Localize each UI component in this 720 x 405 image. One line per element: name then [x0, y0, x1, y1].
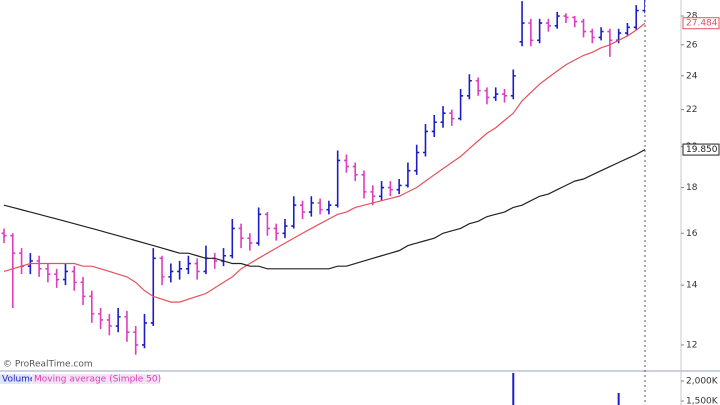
ohlc-bar	[352, 162, 358, 182]
moving-average	[3, 149, 645, 270]
ohlc-bar	[256, 207, 262, 246]
ohlc-bar	[124, 310, 130, 342]
ohlc-bar	[62, 263, 68, 286]
last-value-label: 27.484	[686, 19, 718, 29]
ohlc-bar	[264, 212, 270, 236]
ohlc-bar	[405, 162, 411, 188]
ohlc-bar	[589, 28, 595, 44]
volume-label: Volume	[2, 375, 36, 385]
ohlc-bar	[150, 248, 156, 327]
ohlc-bar	[414, 144, 420, 175]
ohlc-bar	[291, 196, 297, 229]
ohlc-bar	[343, 154, 349, 173]
ohlc-bar	[273, 223, 279, 241]
ohlc-bar	[98, 307, 104, 330]
ohlc-bar	[554, 11, 560, 29]
ohlc-bar	[537, 18, 543, 44]
ohlc-bar	[545, 18, 551, 32]
ohlc-bar	[133, 326, 139, 355]
ohlc-bar	[80, 276, 86, 306]
ma-label-box	[32, 374, 160, 384]
ohlc-bar	[642, 0, 645, 14]
ohlc-bar	[71, 266, 77, 291]
ohlc-bar	[89, 290, 95, 323]
ohlc-bar	[326, 200, 332, 215]
y-tick-label: 22	[686, 105, 697, 115]
ohlc-bar	[510, 69, 516, 100]
ohlc-bar	[422, 124, 428, 157]
ohlc-bar	[475, 77, 481, 96]
ohlc-bar	[247, 233, 253, 251]
ohlc-bar	[502, 89, 508, 103]
ohlc-bar	[440, 106, 446, 128]
ohlc-bar	[624, 23, 630, 36]
ohlc-bar	[581, 18, 587, 38]
ohlc-bar	[387, 181, 393, 197]
ohlc-bar	[396, 179, 402, 195]
moving-average	[3, 22, 645, 303]
ohlc-bar	[335, 150, 341, 208]
last-value-box	[682, 143, 720, 156]
ohlc-bar	[598, 27, 604, 41]
volume-bar	[617, 393, 620, 405]
ohlc-bar	[45, 263, 51, 283]
y-tick-label: 14	[686, 281, 698, 291]
volume-pane	[512, 373, 620, 405]
ohlc-bar	[115, 307, 121, 333]
last-value-label: 19.850	[686, 145, 718, 155]
price-pane	[1, 0, 645, 355]
last-value-box	[682, 17, 720, 30]
watermark: © ProRealTime.com	[3, 360, 93, 370]
y-tick-label: 12	[686, 340, 697, 350]
ohlc-bar	[528, 18, 534, 47]
volume-tick-label: 1,500K	[686, 397, 719, 405]
volume-ma-label: Moving average (Simple 50)	[34, 375, 161, 385]
ohlc-bar	[1, 228, 7, 244]
ohlc-bar	[168, 263, 174, 283]
y-tick-label: 18	[686, 183, 698, 193]
ohlc-bar	[431, 114, 437, 138]
ohlc-bar	[229, 218, 235, 259]
ohlc-bar	[633, 5, 639, 31]
ohlc-bar	[308, 196, 314, 217]
ohlc-bar	[177, 260, 183, 280]
ohlc-bar	[106, 313, 112, 336]
ohlc-bar	[141, 313, 147, 349]
ohlc-bar	[484, 87, 490, 105]
ohlc-bar	[493, 87, 499, 101]
volume-bar	[512, 373, 515, 405]
ohlc-bar	[194, 258, 200, 280]
ohlc-bar	[607, 28, 613, 57]
ohlc-bar	[361, 170, 367, 199]
ohlc-bar	[159, 255, 165, 286]
y-tick-label: 24	[686, 71, 698, 81]
ohlc-bar	[449, 109, 455, 126]
ohlc-bar	[54, 268, 60, 288]
ohlc-bar	[300, 200, 306, 219]
ohlc-bar	[185, 255, 191, 275]
ohlc-bar	[379, 181, 385, 201]
y-tick-label: 28	[686, 12, 698, 22]
ohlc-bar	[317, 198, 323, 215]
y-tick-label: 16	[686, 229, 698, 239]
ohlc-bar	[238, 223, 244, 249]
ohlc-bar	[282, 218, 288, 239]
ohlc-bar	[466, 74, 472, 100]
ohlc-bar	[370, 185, 376, 206]
ohlc-bar	[519, 1, 525, 47]
y-tick-label: 26	[686, 40, 698, 50]
ohlc-bar	[458, 89, 464, 121]
ohlc-bar	[36, 255, 42, 277]
volume-tick-label: 2,000K	[686, 377, 719, 387]
axis: 12141618202224262827.48419.8502,000K1,50…	[681, 12, 720, 405]
volume-label-box	[0, 374, 31, 384]
ohlc-bar	[572, 16, 578, 28]
ohlc-bar	[563, 13, 569, 24]
ohlc-bar	[10, 233, 16, 308]
